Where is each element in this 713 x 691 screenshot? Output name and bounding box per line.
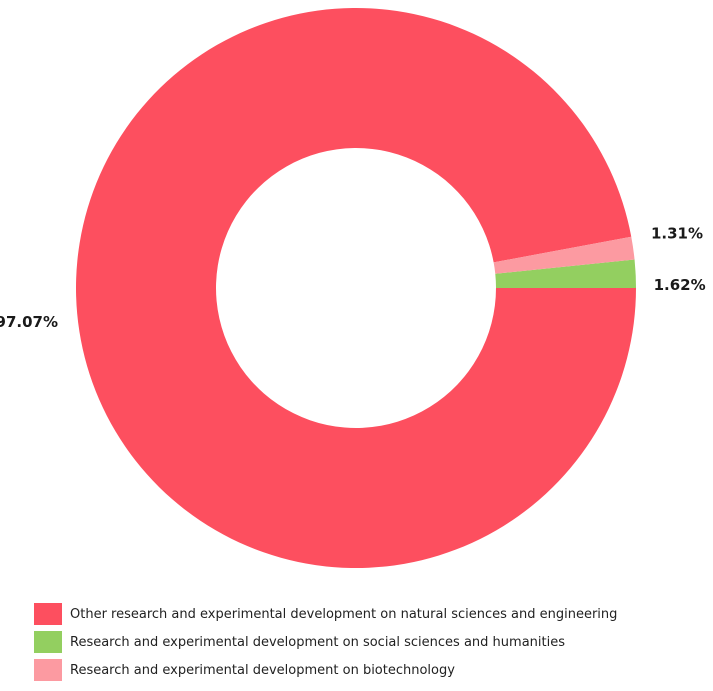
legend-label-biotechnology: Research and experimental development on…: [70, 662, 455, 678]
legend-swatch-social-sciences: [34, 631, 62, 653]
slice-labels: 97.07% 1.62% 1.31%: [0, 225, 706, 331]
legend-label-natural-sciences: Other research and experimental developm…: [70, 606, 618, 622]
legend-item-social-sciences[interactable]: Research and experimental development on…: [34, 628, 617, 656]
donut-slices: [76, 7, 636, 568]
slice-natural-sciences[interactable]: [76, 7, 636, 568]
legend-item-natural-sciences[interactable]: Other research and experimental developm…: [34, 600, 617, 628]
slice-social-sciences[interactable]: [495, 259, 636, 288]
legend-swatch-biotechnology: [34, 659, 62, 681]
legend-label-social-sciences: Research and experimental development on…: [70, 634, 565, 650]
slice-label-biotechnology: 1.31%: [651, 225, 703, 243]
chart-legend: Other research and experimental developm…: [34, 600, 617, 684]
slice-biotechnology[interactable]: [493, 236, 635, 274]
slice-label-natural-sciences: 97.07%: [0, 313, 58, 331]
legend-item-biotechnology[interactable]: Research and experimental development on…: [34, 656, 617, 684]
legend-swatch-natural-sciences: [34, 603, 62, 625]
slice-label-social-sciences: 1.62%: [654, 276, 706, 294]
